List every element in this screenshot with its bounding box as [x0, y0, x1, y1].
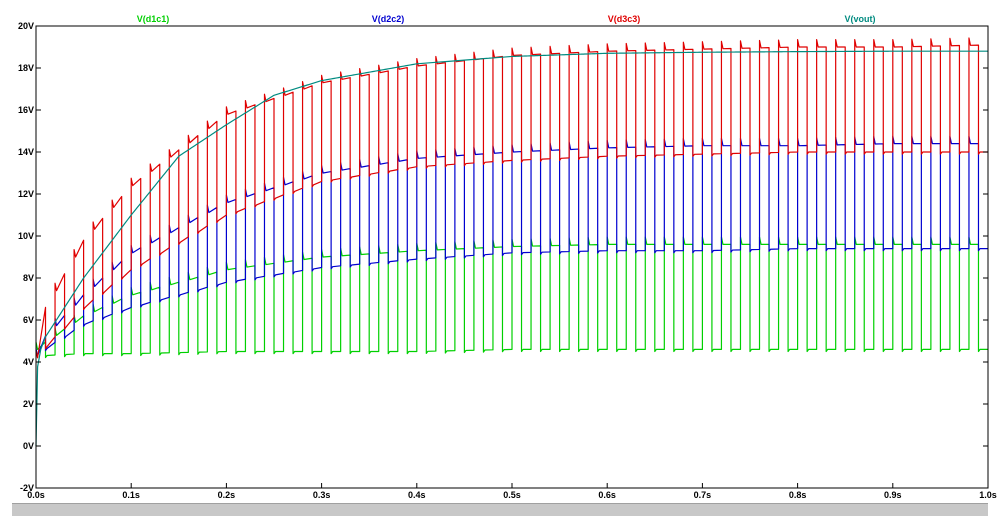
- x-tick-label: 0.9s: [884, 490, 902, 500]
- y-tick-label: 20V: [18, 21, 34, 31]
- y-tick-label: 0V: [23, 441, 34, 451]
- x-tick-label: 0.3s: [313, 490, 331, 500]
- y-tick-label: -2V: [20, 483, 34, 493]
- x-tick-label: 0.4s: [408, 490, 426, 500]
- x-tick-label: 0.6s: [598, 490, 616, 500]
- x-tick-label: 0.8s: [789, 490, 807, 500]
- y-axis: -2V 0V 2V 4V 6V 8V 10V 12V 14V 16V 18V 20V: [18, 21, 988, 493]
- series-traces: [35, 37, 988, 447]
- series-line: [35, 50, 988, 447]
- legend: V(d1c1) V(d2c2) V(d3c3) V(vout): [137, 14, 876, 24]
- x-tick-label: 0.5s: [503, 490, 521, 500]
- y-tick-label: 8V: [23, 273, 34, 283]
- legend-entry: V(d1c1): [137, 14, 170, 24]
- y-tick-label: 4V: [23, 357, 34, 367]
- y-tick-label: 10V: [18, 231, 34, 241]
- x-axis: 0.0s 0.1s 0.2s 0.3s 0.4s 0.5s 0.6s 0.7s 0.8s 0.9s…: [27, 483, 997, 500]
- legend-entry: V(vout): [845, 14, 876, 24]
- horizontal-scrollbar[interactable]: [12, 503, 988, 516]
- y-tick-label: 16V: [18, 105, 34, 115]
- y-tick-label: 14V: [18, 147, 34, 157]
- y-tick-label: 6V: [23, 315, 34, 325]
- x-tick-label: 0.2s: [218, 490, 236, 500]
- y-tick-label: 2V: [23, 399, 34, 409]
- series-line: [35, 37, 988, 359]
- x-tick-label: 0.7s: [694, 490, 712, 500]
- legend-entry: V(d2c2): [372, 14, 405, 24]
- series-line: [35, 236, 988, 359]
- y-tick-label: 12V: [18, 189, 34, 199]
- x-tick-label: 1.0s: [979, 490, 997, 500]
- x-tick-label: 0.1s: [122, 490, 140, 500]
- legend-entry: V(d3c3): [608, 14, 641, 24]
- series-line: [35, 135, 988, 357]
- y-tick-label: 18V: [18, 63, 34, 73]
- x-tick-label: 0.0s: [27, 490, 45, 500]
